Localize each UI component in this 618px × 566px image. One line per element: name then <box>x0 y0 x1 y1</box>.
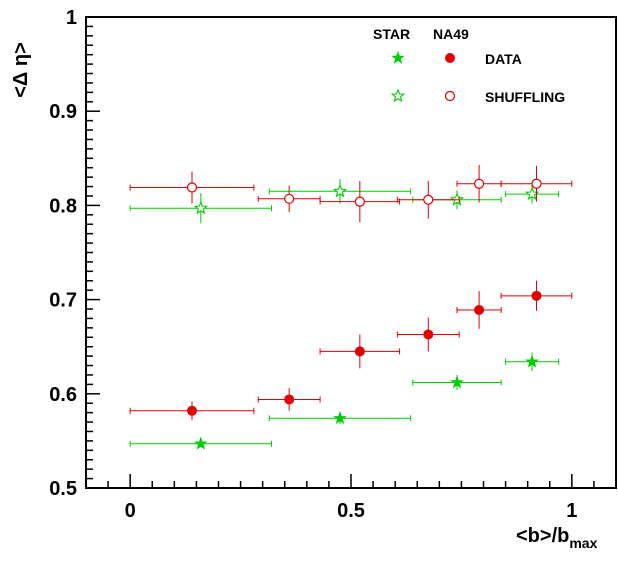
data-point-marker <box>333 411 347 425</box>
data-point <box>505 184 560 204</box>
axis-ticks: 0.5 0.6 0.7 0.8 0.9 1 0 0.5 1 <box>49 7 617 522</box>
x-tick-label: 1 <box>566 500 577 522</box>
y-tick-label: 1 <box>66 7 77 29</box>
data-point <box>412 374 502 391</box>
data-point-marker <box>193 200 208 215</box>
data-point-marker <box>423 194 434 205</box>
data-point-marker <box>390 88 406 103</box>
y-axis-title: <Δ η> <box>10 42 32 98</box>
data-point-marker <box>193 436 208 450</box>
x-tick-label: 0 <box>125 500 136 522</box>
data-point-marker <box>187 405 197 416</box>
data-point <box>456 164 502 203</box>
x-axis-title-sub: max <box>569 535 597 551</box>
y-tick-label: 0.7 <box>49 290 77 312</box>
y-tick-label: 0.6 <box>49 384 77 406</box>
data-point-marker <box>531 290 542 301</box>
y-tick-label: 0.8 <box>49 195 77 217</box>
x-axis-title: <b>/bmax <box>516 525 598 551</box>
data-point-marker <box>332 183 348 198</box>
legend-label-shuffling: SHUFFLING <box>485 89 565 105</box>
data-point-marker <box>354 196 365 207</box>
plot-frame <box>85 16 617 489</box>
y-tick-label: 0.9 <box>49 101 77 123</box>
data-point <box>396 317 460 352</box>
data-point-marker <box>450 375 464 389</box>
series-star-data <box>129 352 560 450</box>
data-point <box>500 280 573 311</box>
data-point-marker <box>354 346 365 357</box>
data-point-marker <box>444 90 456 102</box>
series-na49-data <box>129 280 573 421</box>
data-point-marker <box>525 354 539 368</box>
series-na49-shuffling <box>129 164 573 223</box>
data-point-marker <box>474 304 485 315</box>
legend-label-data: DATA <box>485 51 522 67</box>
x-tick-label: 0.5 <box>337 500 365 522</box>
x-axis-title-main: <b>/b <box>516 525 569 547</box>
plot-border <box>85 16 617 489</box>
legend-markers <box>390 50 456 103</box>
legend-header-na49: NA49 <box>433 26 469 42</box>
data-point-marker <box>423 329 434 340</box>
data-point <box>257 388 321 411</box>
data-point <box>129 401 255 421</box>
data-point <box>396 180 460 219</box>
data-point <box>319 180 401 223</box>
data-marks <box>129 164 573 450</box>
data-point <box>500 165 573 202</box>
data-point-marker <box>531 178 542 189</box>
legend-header-star: STAR <box>373 26 410 42</box>
data-point <box>268 179 412 204</box>
data-point-marker <box>445 53 455 63</box>
data-point-marker <box>391 50 405 64</box>
data-point <box>456 291 502 329</box>
data-point-marker <box>449 192 465 206</box>
y-tick-label: 0.5 <box>49 478 77 500</box>
legend: STAR NA49 DATA SHUFFLING <box>373 26 565 105</box>
data-point <box>505 352 560 372</box>
data-point-marker <box>284 394 295 405</box>
data-point-marker <box>284 193 295 204</box>
data-point-marker <box>186 182 198 193</box>
data-point <box>129 171 255 204</box>
data-point <box>129 436 272 450</box>
data-point <box>319 334 401 369</box>
data-point-marker <box>473 178 485 189</box>
data-point <box>268 411 412 425</box>
data-point <box>129 193 272 224</box>
